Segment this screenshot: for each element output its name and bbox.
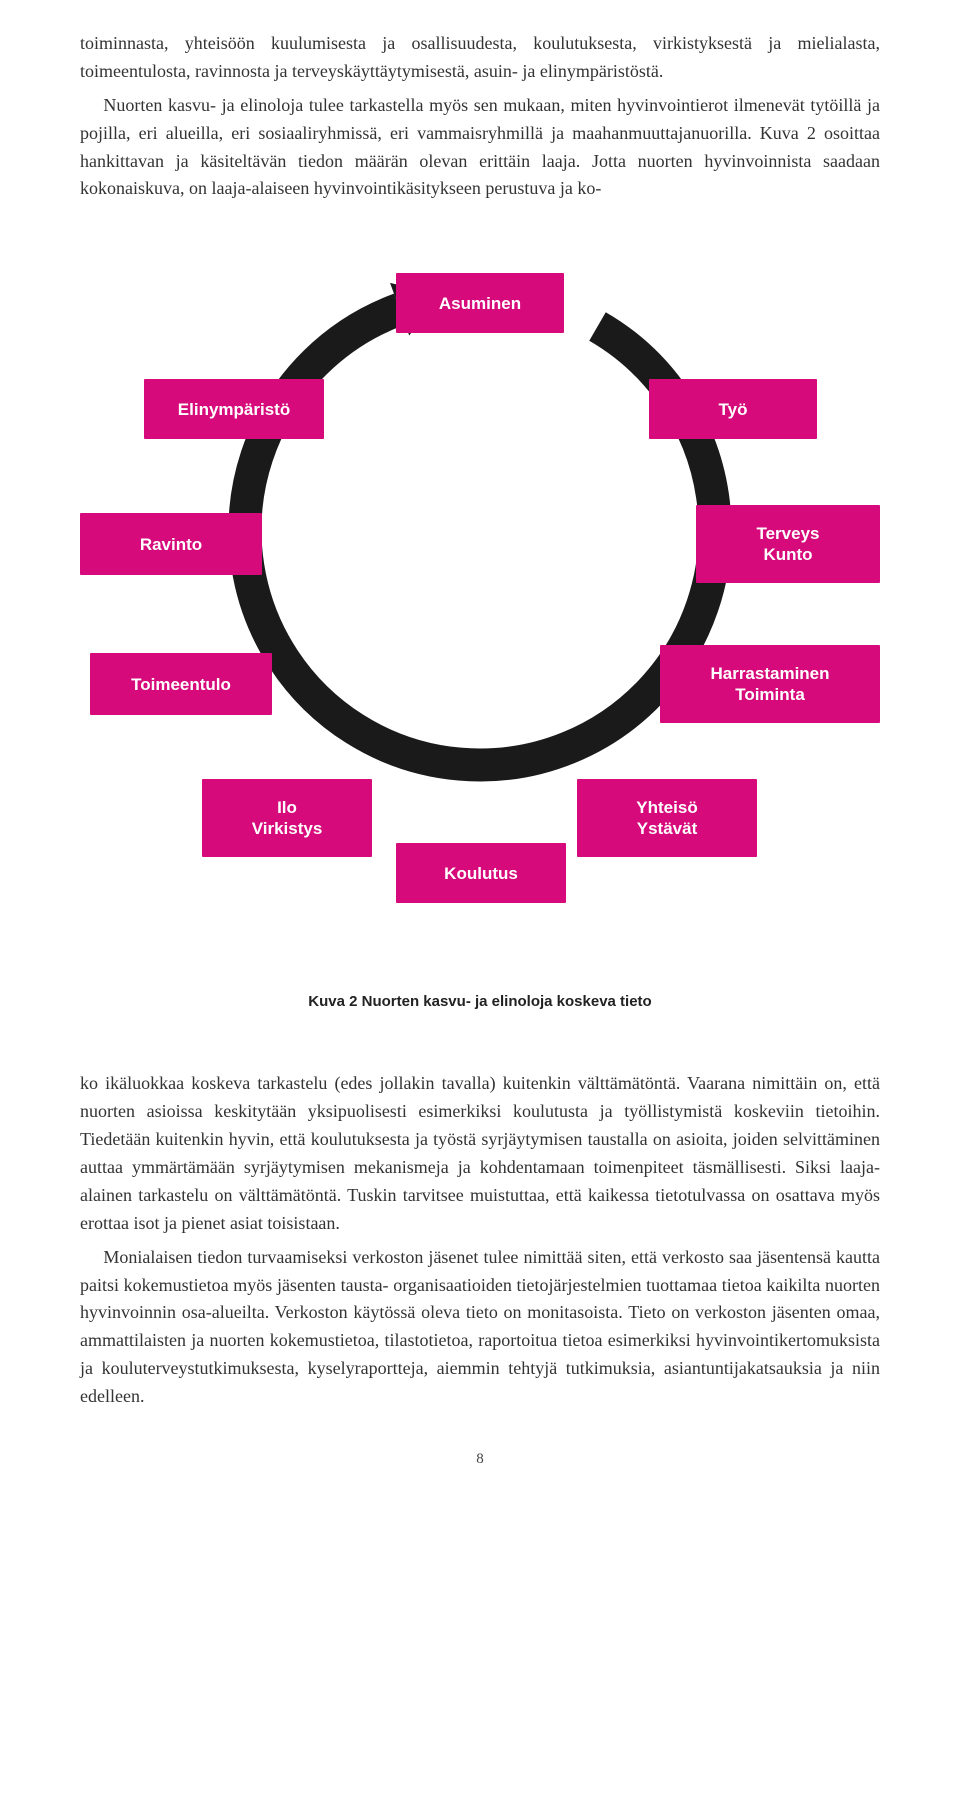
wellbeing-diagram: Asuminen Elinympäristö Työ Ravinto TerveysKu…: [80, 253, 880, 983]
diagram-box-label: Asuminen: [439, 293, 521, 314]
diagram-box-label: Elinympäristö: [178, 399, 290, 420]
para-4: Monialaisen tiedon turvaamiseksi verkost…: [80, 1244, 880, 1411]
para-1: toiminnasta, yhteisöön kuulumisesta ja o…: [80, 30, 880, 86]
diagram-box-ravinto: Ravinto: [80, 513, 262, 575]
diagram-box-label: Terveys: [756, 523, 819, 544]
para-2: Nuorten kasvu- ja elinoloja tulee tarkas…: [80, 92, 880, 204]
diagram-box-label: Ravinto: [140, 534, 202, 555]
diagram-box-label: Kunto: [763, 544, 812, 565]
diagram-box-label: Harrastaminen: [710, 663, 829, 684]
diagram-box-harrastaminen: HarrastaminenToiminta: [660, 645, 880, 723]
figure-caption: Kuva 2 Nuorten kasvu- ja elinoloja koske…: [80, 993, 880, 1010]
diagram-box-label: Yhteisö: [636, 797, 697, 818]
diagram-box-ilo: IloVirkistys: [202, 779, 372, 857]
diagram-box-tyo: Työ: [649, 379, 817, 439]
diagram-box-label: Toiminta: [735, 684, 805, 705]
diagram-box-label: Ilo: [277, 797, 297, 818]
diagram-box-label: Ystävät: [637, 818, 697, 839]
diagram-box-asuminen: Asuminen: [396, 273, 564, 333]
diagram-box-terveys: TerveysKunto: [696, 505, 880, 583]
diagram-box-koulutus: Koulutus: [396, 843, 566, 903]
diagram-box-elinymparisto: Elinympäristö: [144, 379, 324, 439]
diagram-box-label: Virkistys: [252, 818, 323, 839]
page: toiminnasta, yhteisöön kuulumisesta ja o…: [0, 0, 960, 1508]
diagram-box-yhteiso: YhteisöYstävät: [577, 779, 757, 857]
diagram-box-label: Koulutus: [444, 863, 518, 884]
diagram-box-toimeentulo: Toimeentulo: [90, 653, 272, 715]
diagram-box-label: Toimeentulo: [131, 674, 231, 695]
diagram-box-label: Työ: [719, 399, 748, 420]
page-number: 8: [80, 1451, 880, 1468]
para-3: ko ikäluokkaa koskeva tarkastelu (edes j…: [80, 1070, 880, 1237]
